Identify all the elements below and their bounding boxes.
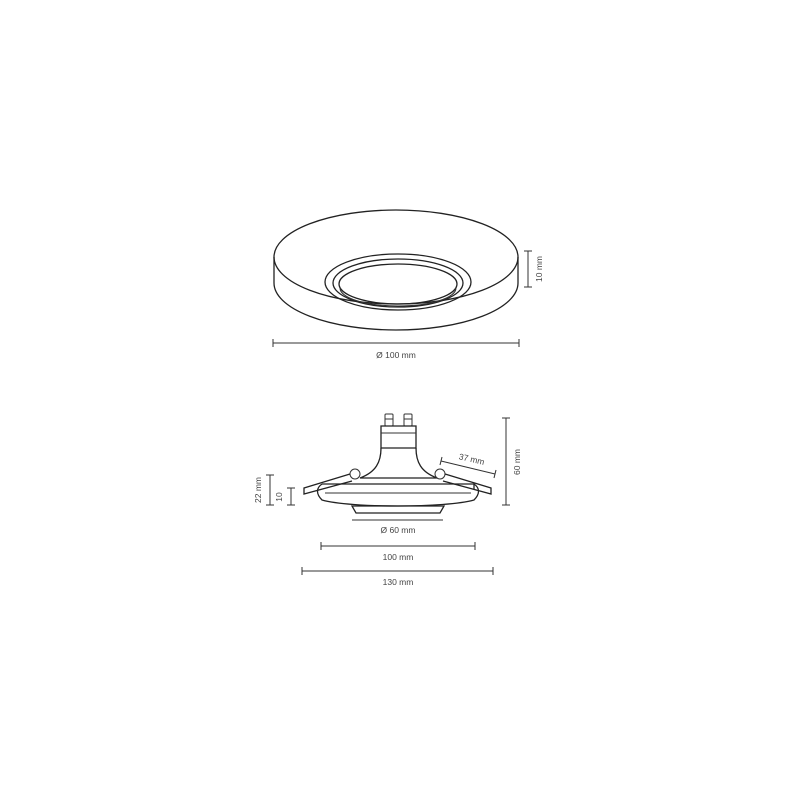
recess-outer-ring bbox=[324, 253, 472, 311]
bottom-lens bbox=[350, 505, 446, 514]
disk-top-face bbox=[273, 209, 519, 305]
diameter-dimension: Ø 100 mm bbox=[272, 339, 520, 360]
side-view: 60 mm 37 mm 22 mm 10 Ø 60 mm bbox=[253, 413, 522, 587]
lamp-body bbox=[359, 447, 438, 479]
angle-label: 37 mm bbox=[458, 451, 486, 467]
recess-mid-ring bbox=[332, 258, 464, 308]
height-dimension: 10 mm bbox=[524, 250, 544, 288]
width-dimension: 100 mm bbox=[320, 542, 476, 562]
recess-inner-ring bbox=[338, 263, 458, 305]
overall-width-dimension: 130 mm bbox=[301, 567, 494, 587]
overall-width-label: 130 mm bbox=[383, 577, 414, 587]
right-spring-clip bbox=[434, 468, 492, 495]
ring-top-face bbox=[322, 483, 475, 489]
inner-diameter-dimension: Ø 60 mm bbox=[352, 519, 443, 535]
left-inner-label: 10 bbox=[274, 492, 284, 502]
lamp-cap bbox=[380, 425, 417, 449]
inner-diameter-label: Ø 60 mm bbox=[381, 525, 416, 535]
left-height-label: 22 mm bbox=[253, 477, 263, 503]
lamp-pins bbox=[384, 413, 413, 427]
width-label: 100 mm bbox=[383, 552, 414, 562]
total-height-label: 60 mm bbox=[512, 449, 522, 475]
angle-dimension: 37 mm bbox=[439, 451, 497, 479]
disk-bottom-edge bbox=[273, 257, 519, 331]
left-inner-dimension: 10 bbox=[274, 487, 295, 506]
left-spring-clip bbox=[303, 468, 361, 495]
top-view: 10 mm Ø 100 mm bbox=[272, 209, 544, 360]
ring-body bbox=[316, 483, 480, 507]
left-height-dimension: 22 mm bbox=[253, 474, 274, 506]
diameter-label: Ø 100 mm bbox=[376, 350, 416, 360]
height-label: 10 mm bbox=[534, 256, 544, 282]
recess-lower-lip bbox=[339, 287, 457, 307]
total-height-dimension: 60 mm bbox=[502, 417, 522, 506]
